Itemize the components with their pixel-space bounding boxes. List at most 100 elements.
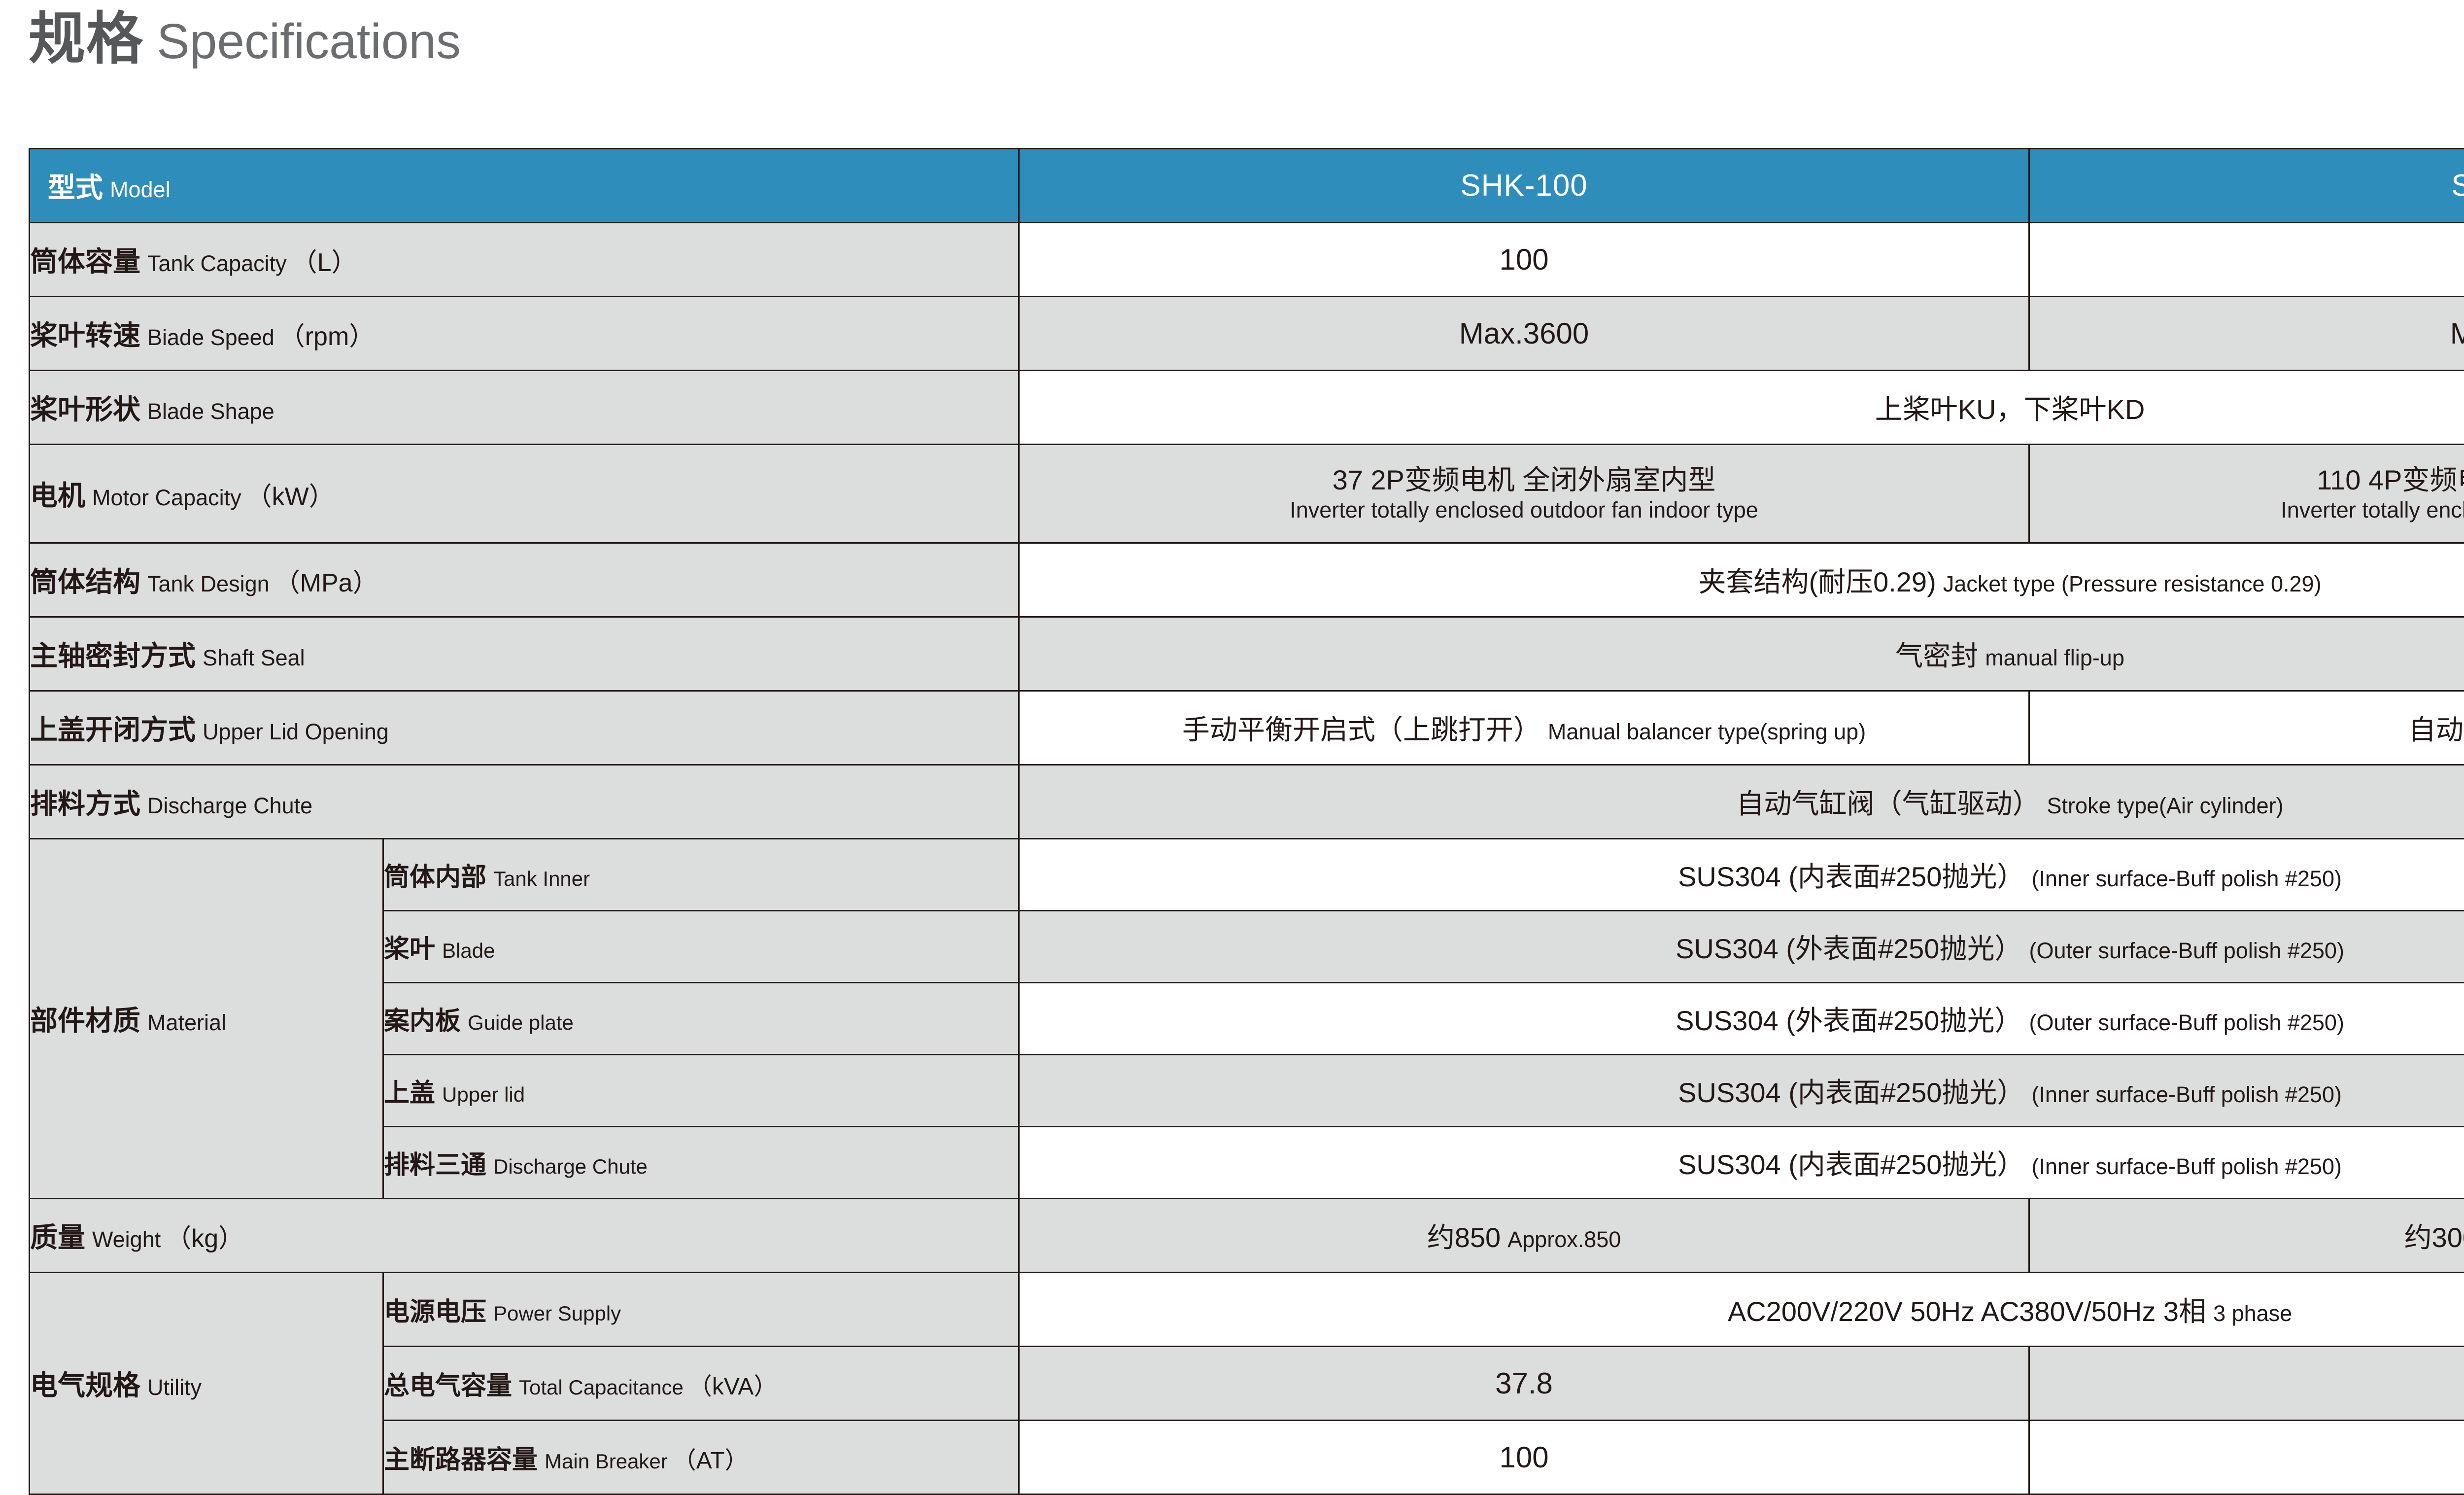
row-value-1-cn: 约850: [1427, 1222, 1501, 1253]
utility-value-cn: AC200V/220V 50Hz AC380V/50Hz 3相: [1728, 1296, 2206, 1327]
row-value-1-en: Approx.850: [1507, 1227, 1621, 1252]
row-value-1-cell: Max.3600: [1019, 297, 2029, 371]
utility-value-1: 100: [1499, 1441, 1548, 1474]
row-label-cell: 桨叶转速 Biade Speed（rpm）: [30, 297, 1019, 371]
row-value-1-line1: 37 2P变频电机 全闭外扇室内型: [1333, 465, 1716, 496]
header-model-1: SHK-100: [1460, 169, 1588, 203]
row-value-1-cn: 手动平衡开启式（上跳打开）: [1182, 714, 1541, 745]
row-label-en: Biade Speed: [147, 325, 274, 350]
material-sublabel-en: Blade: [442, 939, 495, 962]
row-label-en: Weight: [92, 1227, 161, 1252]
material-group-label-cn: 部件材质: [30, 1005, 140, 1036]
row-value-1: 100: [1499, 243, 1548, 276]
row-value-2-cn: 自动上掀: [2408, 714, 2464, 745]
row-value-en: Jacket type (Pressure resistance 0.29): [1943, 571, 2322, 596]
row-value-2-cell: Max.2400: [2029, 297, 2464, 371]
utility-value-merged-cell: AC200V/220V 50Hz AC380V/50Hz 3相 3 phase: [1019, 1273, 2464, 1347]
row-label-unit: （L）: [292, 248, 357, 277]
row-value-2-cell: 110 4P变频电机 全闭外扇室内型 Inverter totally encl…: [2029, 445, 2464, 543]
material-group-label-en: Material: [147, 1010, 226, 1035]
row-label-en: Discharge Chute: [147, 793, 312, 818]
row-label-cell: 电机 Motor Capacity（kW）: [30, 445, 1019, 543]
table-row-material-upper-lid: 上盖 Upper lid SUS304 (内表面#250抛光） (Inner sur…: [30, 1055, 2464, 1127]
material-sublabel-cn: 桨叶: [384, 935, 435, 964]
row-label-cn: 筒体容量: [30, 246, 140, 277]
page-title-en: Specifications: [157, 17, 461, 66]
row-value-2-cn: 约3000: [2404, 1222, 2464, 1253]
material-value-cell: SUS304 (内表面#250抛光） (Inner surface-Buff po…: [1019, 839, 2464, 911]
utility-sublabel-cn: 总电气容量: [384, 1372, 512, 1400]
row-value-1: Max.3600: [1459, 317, 1589, 350]
row-label-cn: 电机: [30, 480, 85, 511]
material-value-en: (Outer surface-Buff polish #250): [2029, 938, 2344, 963]
page-title: 规格 Specifications: [29, 11, 461, 68]
material-sublabel-en: Tank Inner: [493, 867, 590, 890]
material-value-cell: SUS304 (外表面#250抛光） (Outer surface-Buff po…: [1019, 983, 2464, 1055]
material-sublabel-cn: 上盖: [384, 1079, 435, 1108]
row-label-unit: （rpm）: [279, 322, 375, 351]
material-value-cn: SUS304 (内表面#250抛光）: [1678, 861, 2024, 892]
row-label-en: Motor Capacity: [92, 485, 241, 510]
utility-group-label-cn: 电气规格: [30, 1370, 140, 1401]
material-value-en: (Outer surface-Buff polish #250): [2029, 1010, 2344, 1035]
row-label-en: Blade Shape: [147, 399, 274, 424]
utility-sublabel-cn: 主断路器容量: [384, 1446, 538, 1474]
material-value-cell: SUS304 (内表面#250抛光） (Inner surface-Buff po…: [1019, 1055, 2464, 1127]
utility-value-1-cell: 100: [1019, 1421, 2029, 1495]
material-value-cn: SUS304 (内表面#250抛光）: [1678, 1149, 2024, 1180]
utility-value-2-cell: 111: [2029, 1347, 2464, 1421]
utility-sublabel-en: Main Breaker: [545, 1450, 668, 1473]
utility-value-1-cell: 37.8: [1019, 1347, 2029, 1421]
material-sublabel-en: Guide plate: [468, 1011, 574, 1034]
row-label-unit: （kW）: [246, 483, 335, 511]
header-model-1-cell: SHK-100: [1019, 149, 2029, 223]
material-sublabel-cell: 桨叶 Blade: [383, 911, 1019, 983]
header-label-cn: 型式: [48, 172, 103, 203]
material-value-en: (Inner surface-Buff polish #250): [2031, 1082, 2342, 1107]
material-value-cell: SUS304 (内表面#250抛光）(Inner surface-Buff po…: [1019, 1127, 2464, 1199]
page-title-cn: 规格: [29, 11, 144, 68]
header-model-2: SHK-300: [2451, 169, 2464, 203]
material-value-cn: SUS304 (外表面#250抛光）: [1676, 933, 2022, 964]
material-group-label-cell: 部件材质 Material: [30, 839, 383, 1199]
utility-sublabel-cn: 电源电压: [384, 1298, 486, 1326]
row-value-2-cell: 自动上掀Flip-up lid: [2029, 691, 2464, 765]
row-label-cell: 桨叶形状 Blade Shape: [30, 371, 1019, 445]
row-label-cn: 桨叶形状: [30, 394, 140, 425]
row-value-1-cell: 100: [1019, 223, 2029, 297]
row-value-cn: 气密封: [1895, 640, 1978, 671]
row-value-2-line1: 110 4P变频电机 全闭外扇室内型: [2317, 465, 2464, 496]
table-row-material-blade: 桨叶 Blade SUS304 (外表面#250抛光） (Outer surface…: [30, 911, 2464, 983]
utility-sublabel-unit: （AT）: [673, 1448, 749, 1474]
material-value-en: (Inner surface-Buff polish #250): [2031, 866, 2342, 891]
utility-sublabel-unit: （kVA）: [688, 1374, 777, 1400]
utility-value-en: 3 phase: [2213, 1301, 2292, 1326]
row-label-cn: 桨叶转速: [30, 320, 140, 351]
material-sublabel-en: Upper lid: [442, 1083, 525, 1106]
row-value-1-cell: 手动平衡开启式（上跳打开）Manual balancer type(spring…: [1019, 691, 2029, 765]
row-value-merged-cell: 自动气缸阀（气缸驱动）Stroke type(Air cylinder): [1019, 765, 2464, 839]
material-value-cn: SUS304 (外表面#250抛光）: [1676, 1005, 2022, 1036]
row-label-cn: 上盖开闭方式: [30, 714, 196, 745]
material-value-cn: SUS304 (内表面#250抛光）: [1678, 1077, 2024, 1108]
